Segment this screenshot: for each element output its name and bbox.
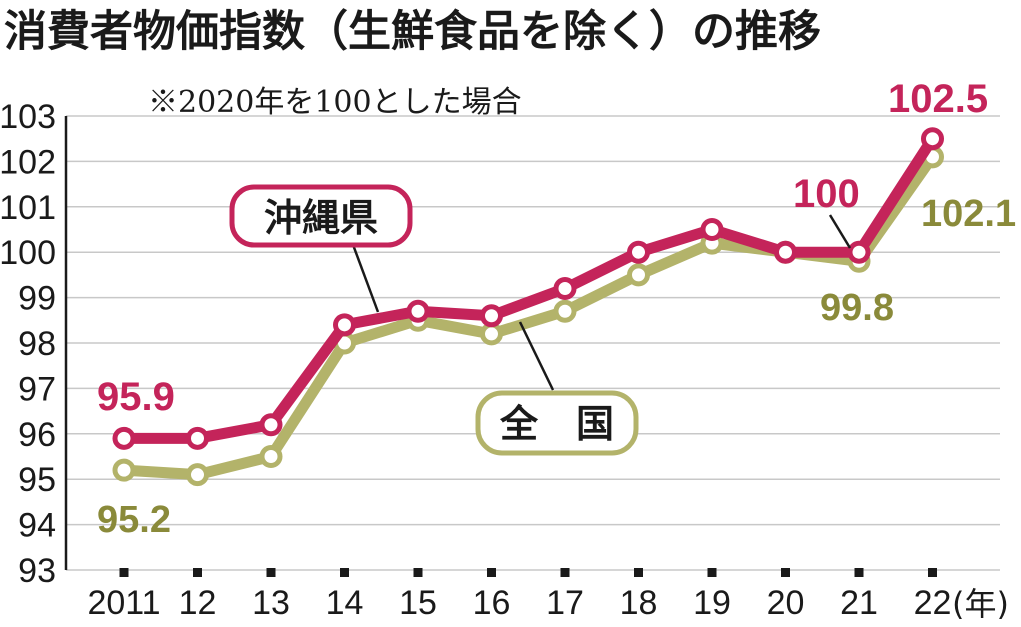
series-okinawa — [112, 127, 944, 450]
x-tick-label-13: 13 — [252, 584, 290, 622]
y-tick-label-99: 99 — [18, 280, 56, 318]
national-point-13 — [259, 445, 283, 468]
x-tick-mark-22 — [928, 568, 937, 577]
okinawa-callout-leader — [350, 241, 380, 313]
label-okinawa-2011: 95.9 — [97, 375, 175, 419]
x-tick-label-2011: 2011 — [87, 584, 160, 622]
grid-lines — [64, 115, 1000, 571]
y-tick-label-95: 95 — [18, 461, 56, 499]
label-national-2011: 95.2 — [97, 499, 171, 541]
label-national-2022: 102.1 — [921, 193, 1016, 235]
okinawa-line — [118, 133, 938, 444]
x-tick-label-14: 14 — [326, 584, 364, 622]
x-tick-label-21: 21 — [840, 584, 878, 622]
x-tick-label-17: 17 — [546, 584, 584, 622]
label-national-2021: 99.8 — [820, 287, 894, 329]
x-tick-mark-14 — [340, 568, 349, 577]
national-point-18 — [627, 263, 650, 287]
okinawa-point-17 — [553, 277, 577, 301]
x-tick-mark-12 — [193, 568, 202, 577]
y-tick-label-94: 94 — [18, 507, 56, 545]
okinawa-point-22 — [921, 127, 944, 151]
okinawa-point-12 — [186, 426, 209, 450]
national-callout-box — [475, 390, 639, 456]
okinawa-point-20 — [774, 240, 797, 264]
x-tick-mark-15 — [413, 568, 423, 577]
label-okinawa-2022: 102.5 — [888, 77, 988, 121]
national-point-12 — [186, 463, 209, 487]
okinawa-21-leader — [828, 214, 852, 249]
y-tick-label-93: 93 — [18, 552, 56, 590]
x-axis-unit: (年) — [952, 585, 1009, 623]
national-callout-leader — [518, 321, 555, 391]
okinawa-callout-box — [229, 184, 413, 248]
y-tick-label-96: 96 — [18, 416, 56, 454]
x-tick-label-22: 22 — [914, 584, 952, 622]
x-tick-mark-17 — [560, 568, 570, 577]
x-tick-label-18: 18 — [620, 584, 658, 622]
chart-note: ※2020年を100とした場合 — [148, 85, 522, 120]
x-tick-mark-21 — [854, 568, 864, 577]
okinawa-series-label: 沖縄県 — [264, 196, 378, 240]
okinawa-point-15 — [406, 299, 430, 323]
x-tick-mark-18 — [634, 568, 643, 577]
x-tick-mark-2011 — [119, 568, 129, 577]
y-tick-label-102: 102 — [0, 143, 56, 181]
okinawa-point-18 — [627, 240, 650, 264]
national-point-17 — [553, 299, 577, 323]
y-axis-ticks: 93 94 95 96 97 98 99 100 101 102 103 — [0, 98, 56, 590]
national-series-label: 全 国 — [499, 402, 614, 446]
y-tick-label-98: 98 — [18, 325, 56, 363]
x-tick-mark-16 — [487, 568, 496, 577]
x-tick-label-19: 19 — [693, 584, 731, 622]
okinawa-point-16 — [480, 304, 503, 328]
y-tick-label-97: 97 — [18, 370, 56, 408]
okinawa-point-2011 — [112, 426, 136, 450]
x-tick-mark-20 — [781, 568, 790, 577]
label-okinawa-2021: 100 — [793, 172, 860, 216]
y-tick-label-100: 100 — [0, 234, 56, 272]
x-axis-ticks: 2011 12 13 14 15 16 17 18 19 20 21 22 — [87, 568, 951, 622]
x-tick-label-16: 16 — [473, 584, 511, 622]
x-tick-mark-19 — [707, 568, 717, 577]
x-tick-mark-13 — [266, 568, 276, 577]
chart-title: 消費者物価指数（生鮮食品を除く）の推移 — [4, 7, 821, 57]
okinawa-point-21 — [847, 240, 871, 264]
x-tick-label-12: 12 — [179, 584, 217, 622]
x-tick-label-20: 20 — [767, 584, 805, 622]
okinawa-point-19 — [700, 218, 724, 241]
x-tick-label-15: 15 — [399, 584, 437, 622]
y-tick-label-103: 103 — [0, 98, 56, 136]
national-point-2011 — [112, 458, 136, 482]
y-tick-label-101: 101 — [0, 189, 56, 227]
okinawa-point-14 — [333, 313, 356, 337]
okinawa-point-13 — [259, 413, 283, 437]
national-point-16 — [480, 322, 503, 346]
